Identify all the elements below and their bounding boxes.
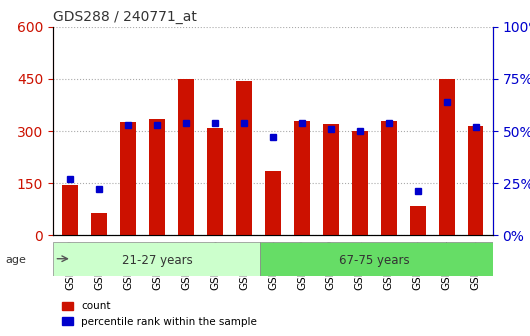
- Text: GDS288 / 240771_at: GDS288 / 240771_at: [53, 10, 197, 25]
- Bar: [323, 124, 339, 235]
- Bar: [467, 126, 483, 235]
- Bar: [178, 79, 194, 235]
- Bar: [439, 79, 455, 235]
- Bar: [381, 121, 396, 235]
- Bar: [149, 119, 165, 235]
- Bar: [410, 206, 426, 235]
- Text: 21-27 years: 21-27 years: [122, 254, 192, 267]
- Bar: [265, 171, 281, 235]
- Legend: count, percentile rank within the sample: count, percentile rank within the sample: [58, 297, 261, 331]
- Bar: [352, 131, 368, 235]
- Bar: [120, 122, 136, 235]
- Text: 67-75 years: 67-75 years: [339, 254, 410, 267]
- Text: age: age: [5, 255, 26, 265]
- Bar: [53, 242, 260, 276]
- Bar: [91, 213, 107, 235]
- Bar: [260, 242, 505, 276]
- Bar: [236, 81, 252, 235]
- Bar: [63, 185, 78, 235]
- Bar: [207, 128, 223, 235]
- Bar: [294, 121, 310, 235]
